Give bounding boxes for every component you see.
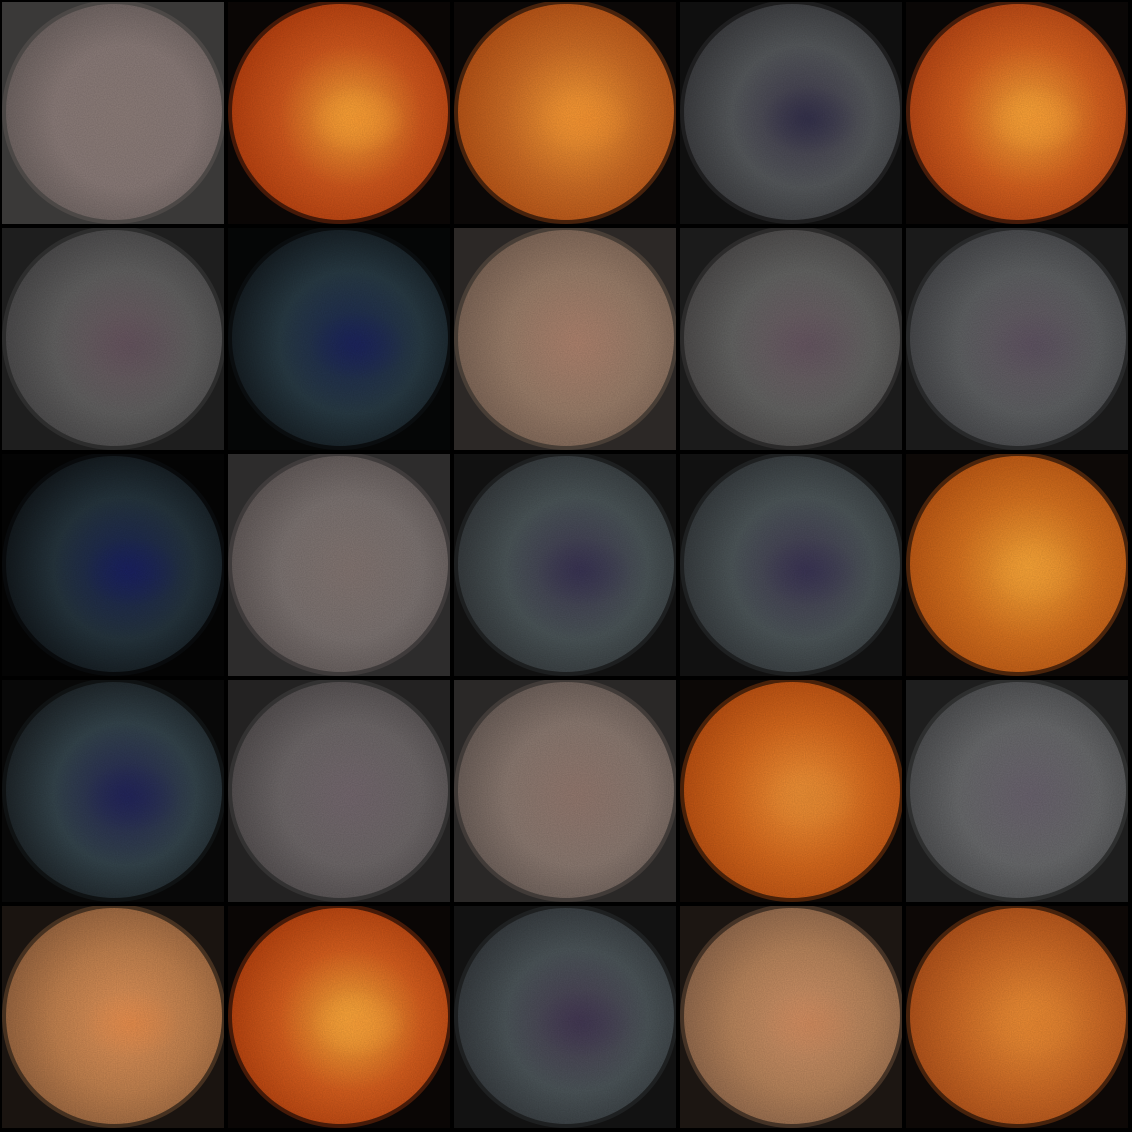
fundus-image bbox=[454, 454, 676, 676]
fundus-image bbox=[228, 228, 450, 450]
disc-texture bbox=[6, 908, 222, 1124]
disc-texture bbox=[684, 682, 900, 898]
fundus-image bbox=[906, 454, 1128, 676]
image-tile bbox=[454, 454, 676, 676]
disc-texture bbox=[6, 230, 222, 446]
disc-texture bbox=[6, 456, 222, 672]
image-tile bbox=[680, 680, 902, 902]
fundus-image bbox=[454, 228, 676, 450]
image-tile bbox=[454, 906, 676, 1128]
fundus-image bbox=[680, 454, 902, 676]
image-tile bbox=[906, 454, 1128, 676]
disc-texture bbox=[910, 4, 1126, 220]
image-tile bbox=[228, 680, 450, 902]
fundus-image bbox=[906, 2, 1128, 224]
disc-texture bbox=[684, 4, 900, 220]
fundus-image bbox=[906, 680, 1128, 902]
image-tile bbox=[680, 906, 902, 1128]
fundus-image bbox=[680, 2, 902, 224]
image-tile bbox=[228, 228, 450, 450]
image-tile bbox=[680, 454, 902, 676]
image-tile bbox=[906, 680, 1128, 902]
image-tile bbox=[228, 2, 450, 224]
disc-texture bbox=[232, 456, 448, 672]
fundus-image bbox=[228, 906, 450, 1128]
fundus-image bbox=[680, 228, 902, 450]
disc-texture bbox=[910, 230, 1126, 446]
disc-texture bbox=[684, 456, 900, 672]
image-tile bbox=[906, 906, 1128, 1128]
fundus-image bbox=[454, 906, 676, 1128]
fundus-image bbox=[680, 680, 902, 902]
image-tile bbox=[454, 228, 676, 450]
image-tile bbox=[906, 228, 1128, 450]
fundus-image bbox=[454, 680, 676, 902]
fundus-image bbox=[454, 2, 676, 224]
fundus-image bbox=[2, 228, 224, 450]
image-tile bbox=[2, 454, 224, 676]
image-tile bbox=[2, 228, 224, 450]
image-tile bbox=[906, 2, 1128, 224]
image-tile bbox=[454, 2, 676, 224]
disc-texture bbox=[458, 4, 674, 220]
disc-texture bbox=[458, 456, 674, 672]
disc-texture bbox=[458, 682, 674, 898]
disc-texture bbox=[232, 682, 448, 898]
disc-texture bbox=[684, 908, 900, 1124]
image-tile bbox=[228, 906, 450, 1128]
image-tile bbox=[680, 2, 902, 224]
image-tile bbox=[228, 454, 450, 676]
disc-texture bbox=[684, 230, 900, 446]
fundus-image bbox=[2, 454, 224, 676]
image-tile bbox=[2, 680, 224, 902]
fundus-image bbox=[228, 2, 450, 224]
image-tile bbox=[2, 906, 224, 1128]
fundus-image bbox=[228, 454, 450, 676]
fundus-image bbox=[906, 906, 1128, 1128]
disc-texture bbox=[232, 230, 448, 446]
fundus-image bbox=[2, 906, 224, 1128]
disc-texture bbox=[910, 682, 1126, 898]
fundus-image bbox=[906, 228, 1128, 450]
disc-texture bbox=[232, 908, 448, 1124]
fundus-image bbox=[2, 2, 224, 224]
image-tile bbox=[454, 680, 676, 902]
fundus-image bbox=[680, 906, 902, 1128]
image-tile bbox=[2, 2, 224, 224]
disc-texture bbox=[458, 908, 674, 1124]
disc-texture bbox=[232, 4, 448, 220]
disc-texture bbox=[458, 230, 674, 446]
fundus-image bbox=[228, 680, 450, 902]
disc-texture bbox=[910, 456, 1126, 672]
disc-texture bbox=[6, 4, 222, 220]
fundus-image bbox=[2, 680, 224, 902]
image-tile bbox=[680, 228, 902, 450]
disc-texture bbox=[910, 908, 1126, 1124]
disc-texture bbox=[6, 682, 222, 898]
